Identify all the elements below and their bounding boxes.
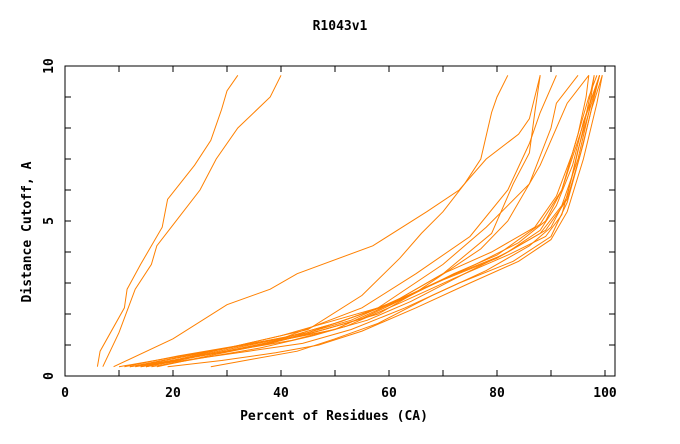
series-line-16 (210, 75, 595, 368)
x-tick-label: 40 (273, 386, 289, 401)
series-line-9 (118, 75, 601, 368)
ticks-layer: 0 20 40 60 80 100 0 5 10 (42, 58, 617, 401)
chart-title: R1043v1 (313, 19, 368, 34)
y-axis-label: Distance Cutoff, A (20, 161, 35, 302)
series-line-2 (102, 75, 282, 367)
series-line-10 (124, 75, 603, 368)
series-line-8 (145, 74, 590, 368)
y-tick-label: 5 (42, 217, 57, 225)
x-tick-label: 80 (489, 386, 505, 401)
series-line-17 (151, 75, 601, 368)
series-line-3 (113, 75, 541, 368)
x-tick-label: 60 (381, 386, 397, 401)
x-tick-label: 0 (61, 386, 69, 401)
series-line-11 (129, 75, 595, 368)
series-line-1 (96, 75, 239, 367)
x-tick-label: 20 (165, 386, 181, 401)
series-line-13 (140, 75, 601, 368)
series-layer (96, 74, 603, 368)
y-tick-label: 10 (42, 58, 57, 74)
series-line-12 (135, 75, 598, 368)
series-line-18 (156, 75, 601, 368)
series-line-4 (129, 75, 509, 368)
x-axis-label: Percent of Residues (CA) (240, 409, 428, 424)
series-line-15 (167, 75, 603, 368)
plot-frame (64, 65, 616, 377)
series-line-7 (145, 74, 579, 368)
y-tick-label: 0 (42, 372, 57, 380)
x-tick-label: 100 (593, 386, 617, 401)
